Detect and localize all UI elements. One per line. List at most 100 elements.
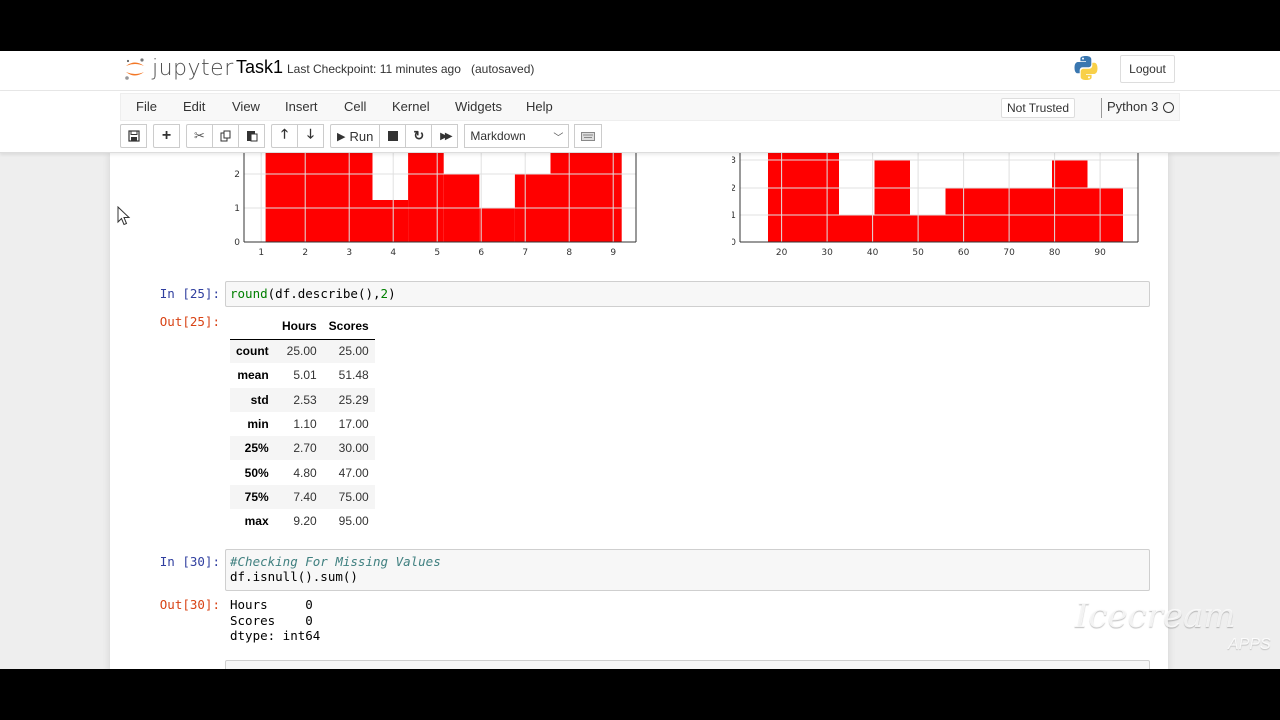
table-corner [230, 313, 275, 340]
svg-text:2: 2 [234, 170, 240, 180]
svg-text:50: 50 [912, 248, 924, 255]
cell-hours: 1.10 [293, 417, 317, 432]
move-up-button[interactable]: 🡑 [271, 124, 298, 148]
cell-scores: 95.00 [338, 514, 369, 529]
menubar-container: File Edit View Insert Cell Kernel Widget… [0, 91, 1280, 153]
cell-30-comment: #Checking For Missing Values [230, 554, 441, 569]
svg-text:1: 1 [732, 211, 736, 221]
column-header-hours: Hours [274, 313, 323, 340]
cell-30-code-input[interactable]: #Checking For Missing Values df.isnull()… [225, 549, 1150, 591]
menu-widgets[interactable]: Widgets [455, 99, 502, 114]
menu-kernel[interactable]: Kernel [392, 99, 430, 114]
svg-text:3: 3 [732, 156, 736, 166]
svg-text:60: 60 [958, 248, 970, 255]
run-label: Run [349, 128, 374, 144]
arrow-up-icon: 🡑 [281, 126, 288, 141]
cell-hours: 9.20 [293, 514, 317, 529]
save-button[interactable] [120, 124, 147, 148]
next-cell-code-input[interactable] [225, 660, 1150, 669]
python-logo-icon [1074, 56, 1098, 80]
trust-status-button[interactable]: Not Trusted [1001, 98, 1076, 118]
cell-25-code: (df.describe(), [267, 286, 381, 301]
move-down-button[interactable]: 🡓 [297, 124, 324, 148]
svg-text:4: 4 [390, 248, 396, 255]
fast-forward-icon: ▶▶ [440, 130, 453, 142]
svg-text:0: 0 [234, 238, 240, 248]
svg-text:8: 8 [566, 248, 572, 255]
scores-yticks: 0 1 2 3 [732, 156, 736, 248]
code-builtin-round: round [230, 286, 268, 301]
interrupt-button[interactable] [379, 124, 407, 148]
svg-text:2: 2 [302, 248, 308, 255]
cell-hours: 7.40 [293, 489, 317, 504]
cell-30-input-prompt: In [30]: [159, 554, 220, 569]
cell-type-select[interactable]: Markdown ﹀ [464, 124, 570, 148]
notebook-container[interactable]: 1 2 3 4 5 6 7 8 9 0 1 2 [110, 153, 1168, 669]
plus-icon: + [161, 127, 172, 144]
scores-axes [739, 153, 1139, 243]
menu-insert[interactable]: Insert [285, 99, 318, 114]
cell-hours: 5.01 [293, 368, 317, 383]
paste-icon [246, 131, 257, 142]
svg-text:80: 80 [1049, 248, 1061, 255]
insert-cell-button[interactable]: + [153, 124, 180, 148]
cell-scores: 51.48 [338, 368, 369, 383]
restart-button[interactable]: ↻ [405, 124, 433, 148]
cell-scores: 25.00 [338, 344, 369, 359]
hours-xticks: 1 2 3 4 5 6 7 8 9 [258, 248, 616, 255]
column-header-scores: Scores [322, 313, 375, 340]
cell-scores: 30.00 [338, 441, 369, 456]
row-label: 75% [244, 489, 269, 504]
notebook-title[interactable]: Task1 [236, 57, 284, 77]
cell-scores: 75.00 [338, 489, 369, 504]
hours-histogram: 1 2 3 4 5 6 7 8 9 0 1 2 [234, 153, 637, 255]
autosave-status: (autosaved) [471, 62, 535, 76]
menu-help[interactable]: Help [526, 99, 553, 114]
cell-type-value: Markdown [470, 129, 526, 143]
jupyter-logo[interactable]: jupyter [124, 56, 234, 81]
svg-text:5: 5 [434, 248, 440, 255]
menu-view[interactable]: View [232, 99, 260, 114]
copy-button[interactable] [212, 124, 239, 148]
svg-text:9: 9 [610, 248, 616, 255]
command-palette-button[interactable] [574, 124, 603, 148]
run-button[interactable]: ▶ Run [330, 124, 381, 148]
table-row: min 1.10 17.00 [230, 412, 375, 436]
svg-text:90: 90 [1094, 248, 1106, 255]
svg-text:0: 0 [732, 238, 736, 248]
describe-table: Hours Scores count 25.00 25.00 mean 5.01 51.… [230, 313, 375, 533]
cell-30-output-prompt: Out[30]: [159, 597, 220, 612]
menu-file[interactable]: File [136, 99, 157, 114]
output-line: Hours 0 [230, 597, 313, 612]
row-label: 50% [244, 465, 269, 480]
toolbar: + ✂ 🡑 🡓 ▶ Run [120, 123, 603, 149]
scores-histogram: 20 30 40 50 60 70 80 90 0 1 2 3 [732, 153, 1139, 255]
cut-icon: ✂ [194, 128, 205, 143]
logout-button[interactable]: Logout [1120, 55, 1175, 83]
table-row: std 2.53 25.29 [230, 387, 375, 412]
table-row: 75% 7.40 75.00 [230, 484, 375, 510]
cell-hours: 2.53 [293, 392, 317, 407]
svg-text:1: 1 [234, 204, 240, 214]
cell-25-input-prompt: In [25]: [159, 286, 220, 301]
scores-grid [740, 153, 1138, 242]
table-row: mean 5.01 51.48 [230, 363, 375, 387]
svg-text:7: 7 [522, 248, 528, 255]
copy-icon [220, 130, 230, 142]
row-label: count [236, 344, 269, 359]
svg-text:30: 30 [821, 248, 833, 255]
menu-cell[interactable]: Cell [344, 99, 367, 114]
menu-edit[interactable]: Edit [183, 99, 206, 114]
cell-scores: 47.00 [338, 465, 369, 480]
row-label: max [244, 514, 269, 529]
cell-25-code-input[interactable]: round(df.describe(),2) [225, 281, 1150, 307]
paste-button[interactable] [238, 124, 265, 148]
watermark-logo: Icecream [1075, 596, 1236, 636]
jupyter-notebook-window: jupyter Task1 Last Checkpoint: 11 minute… [0, 51, 1280, 669]
scores-xticks: 20 30 40 50 60 70 80 90 [776, 248, 1106, 255]
restart-run-all-button[interactable]: ▶▶ [431, 124, 459, 148]
table-row: 50% 4.80 47.00 [230, 460, 375, 484]
jupyter-logo-icon [125, 57, 144, 80]
cut-button[interactable]: ✂ [186, 124, 213, 148]
chevron-down-icon: ﹀ [553, 132, 564, 144]
